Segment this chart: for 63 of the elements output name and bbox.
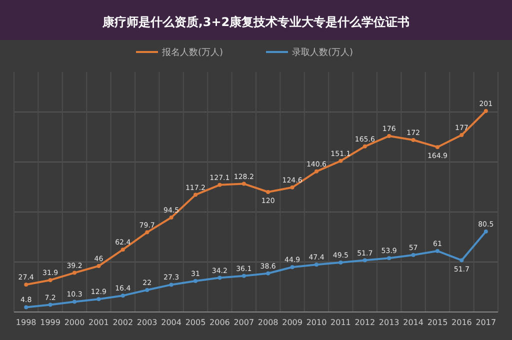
point: [314, 169, 318, 174]
x-tick-label: 2003: [136, 318, 158, 327]
point: [266, 190, 270, 194]
point: [436, 249, 440, 253]
legend-label: 录取人数(万人): [292, 47, 354, 58]
x-tick-label: 2016: [452, 318, 472, 327]
point: [169, 282, 174, 287]
point: [436, 145, 440, 150]
x-tick-label: 2009: [282, 318, 302, 327]
point: [411, 253, 416, 257]
x-tick-label: 2012: [354, 318, 376, 327]
x-tick-label: 2006: [210, 318, 230, 327]
point: [484, 230, 488, 234]
x-tick-label: 2000: [64, 318, 85, 327]
x-tick-label: 2008: [258, 318, 278, 327]
legend-label: 报名人数(万人): [161, 47, 224, 58]
x-tick-label: 2005: [185, 318, 206, 327]
point: [48, 302, 52, 307]
x-tick-label: 2017: [476, 318, 496, 327]
point: [145, 230, 150, 234]
point: [338, 260, 343, 264]
point: [96, 297, 101, 302]
point: [242, 274, 246, 278]
point: [48, 278, 52, 282]
point: [120, 248, 125, 252]
point: [460, 133, 464, 137]
point: [24, 282, 28, 287]
x-tick-label: 2002: [112, 318, 134, 327]
point: [314, 262, 318, 267]
title: 康疗师是什么资质,3+2康复技术专业大专是什么学位证书: [102, 15, 410, 29]
point: [387, 256, 392, 260]
point: [338, 158, 343, 163]
x-tick-label: 2001: [88, 318, 109, 327]
x-tick-label: 2004: [161, 318, 182, 327]
point: [120, 294, 125, 298]
point: [484, 109, 488, 113]
x-tick-label: 2011: [330, 318, 351, 327]
point: [411, 138, 416, 142]
point: [194, 192, 198, 197]
point: [72, 270, 76, 275]
x-tick-label: 1998: [16, 318, 36, 327]
point: [218, 182, 222, 187]
x-tick-label: 2007: [234, 318, 254, 327]
point: [290, 185, 294, 190]
point: [266, 271, 270, 276]
x-tick-label: 2015: [427, 318, 448, 327]
x-tick-label: 1999: [40, 318, 60, 327]
point: [362, 144, 367, 148]
x-tick-label: 2014: [403, 318, 424, 327]
point: [387, 134, 392, 138]
point: [72, 300, 76, 304]
point: [169, 216, 174, 220]
point: [145, 288, 150, 292]
point: [460, 258, 464, 262]
point: [242, 182, 246, 186]
point: [96, 264, 101, 268]
point: [362, 258, 367, 262]
x-tick-label: 2013: [378, 318, 400, 327]
point: [290, 265, 294, 270]
x-tick-label: 2010: [306, 318, 327, 327]
point: [218, 276, 222, 280]
point: [24, 305, 28, 310]
point: [194, 279, 198, 283]
